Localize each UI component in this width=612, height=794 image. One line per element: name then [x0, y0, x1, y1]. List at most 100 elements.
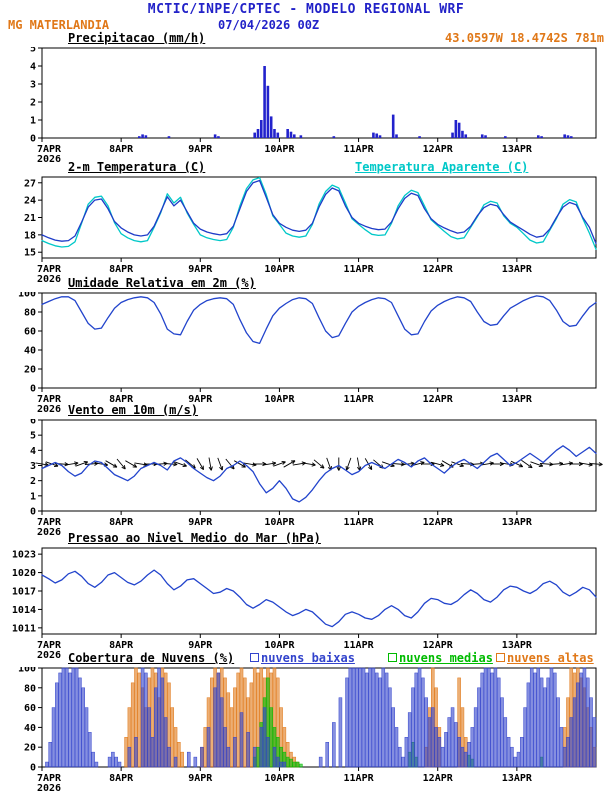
y-tick-label: 1023	[12, 550, 36, 561]
y-tick-label: 40	[24, 723, 36, 734]
bar	[55, 683, 58, 767]
bar	[49, 742, 52, 767]
bar	[405, 737, 408, 767]
precipitation-panel: Precipitacao (mm/h) 43.0597W 18.4742S 78…	[0, 31, 612, 165]
y-tick-label: 1011	[12, 623, 36, 634]
x-tick-label: 12APR	[423, 517, 454, 528]
bar	[553, 673, 556, 767]
x-tick-label: 8APR	[109, 640, 134, 651]
bar	[283, 762, 286, 767]
bar	[293, 762, 296, 767]
bar	[388, 688, 391, 767]
bar	[411, 688, 414, 767]
x-tick-label: 11APR	[344, 264, 375, 275]
bar	[471, 727, 474, 767]
bar	[352, 668, 355, 767]
bar	[200, 747, 203, 767]
bar	[210, 678, 213, 767]
x-tick-label: 8APR	[109, 264, 134, 275]
bar	[415, 673, 418, 767]
bar	[118, 762, 121, 767]
bar	[540, 678, 543, 767]
bar	[395, 727, 398, 767]
bar	[141, 134, 144, 138]
bar	[69, 673, 72, 767]
y-tick-label: 0	[30, 507, 36, 518]
y-tick-label: 100	[18, 667, 36, 675]
bar	[365, 673, 368, 767]
bar	[299, 764, 302, 767]
bar	[158, 668, 161, 767]
bar	[263, 708, 266, 767]
x-tick-label: 10APR	[264, 144, 295, 155]
bar	[461, 747, 464, 767]
y-tick-label: 15	[24, 248, 36, 259]
bar	[461, 131, 464, 138]
bar	[164, 718, 167, 768]
bar	[131, 683, 134, 767]
chart-title-pressure: Pressao ao Nivel Medio do Mar (hPa)	[68, 531, 321, 545]
bar	[438, 737, 441, 767]
pressure-panel: Pressao ao Nivel Medio do Mar (hPa) 1011…	[0, 531, 612, 661]
bar	[263, 66, 266, 138]
bar	[177, 742, 180, 767]
y-tick-label: 100	[18, 292, 36, 300]
chart-title-precipitation: Precipitacao (mm/h)	[68, 31, 205, 45]
bar	[435, 727, 438, 767]
bar	[125, 737, 128, 767]
bar	[395, 134, 398, 138]
legend-mid-clouds: nuvens medias	[388, 651, 493, 665]
humidity-line	[42, 296, 596, 344]
bar	[501, 698, 504, 767]
y-tick-label: 20	[24, 365, 36, 376]
bar	[108, 757, 111, 767]
bar	[392, 115, 395, 138]
bar	[563, 134, 566, 138]
legend-apparent-temperature: Temperatura Aparente (C)	[355, 160, 528, 174]
x-tick-label: 13APR	[502, 144, 533, 155]
x-tick-label: 10APR	[264, 517, 295, 528]
bar	[253, 133, 256, 138]
x-tick-label: 11APR	[344, 640, 375, 651]
bar	[224, 727, 227, 767]
bar	[227, 747, 230, 767]
bar	[593, 718, 596, 768]
bar	[204, 727, 207, 767]
y-tick-label: 27	[24, 178, 36, 189]
x-tick-label: 8APR	[109, 144, 134, 155]
y-tick-label: 1014	[12, 605, 36, 616]
bar	[286, 757, 289, 767]
bar	[82, 688, 85, 767]
bar	[78, 678, 81, 767]
chart-title-wind: Vento em 10m (m/s)	[68, 403, 198, 417]
bar	[504, 718, 507, 768]
bar	[194, 757, 197, 767]
bar	[563, 747, 566, 767]
y-tick-label: 5	[30, 47, 36, 55]
bar	[425, 698, 428, 767]
bar	[214, 688, 217, 767]
bar	[431, 708, 434, 767]
bar	[260, 120, 263, 138]
y-tick-label: 0	[30, 384, 36, 395]
bar	[171, 708, 174, 767]
y-tick-label: 2	[30, 98, 36, 109]
bar	[280, 762, 283, 767]
bar	[134, 737, 137, 767]
high-clouds-square-icon	[496, 653, 505, 662]
bar	[590, 698, 593, 767]
x-tick-label: 9APR	[188, 144, 213, 155]
bar	[240, 713, 243, 767]
y-tick-label: 6	[30, 419, 36, 427]
bar	[230, 708, 233, 767]
bar	[237, 673, 240, 767]
bar	[286, 129, 289, 138]
bar	[326, 742, 329, 767]
bar	[517, 752, 520, 767]
